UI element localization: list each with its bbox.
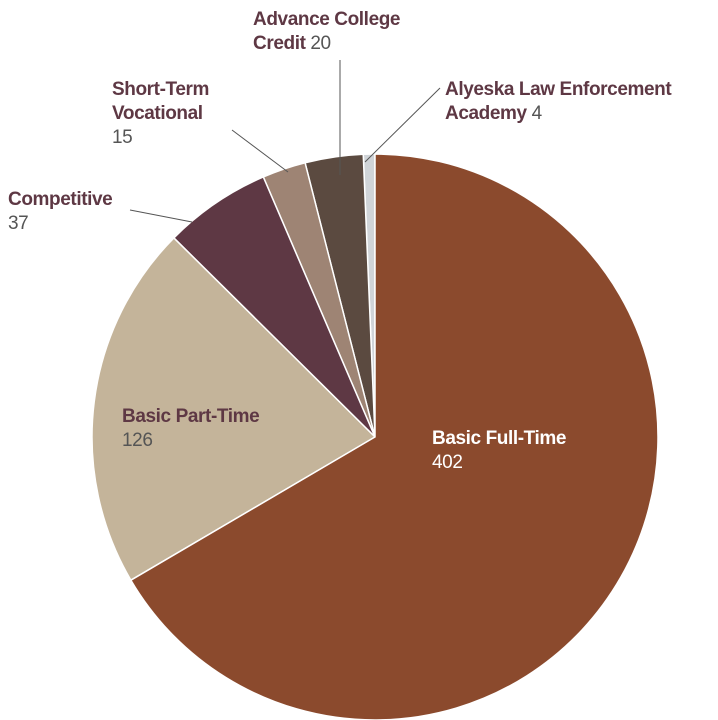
slice-label: Competitive 37: [8, 188, 168, 236]
slice-label: Short-Term Vocational 15: [112, 78, 232, 150]
leader-line: [231, 129, 289, 173]
category-name: Basic Part-Time: [122, 406, 260, 427]
leader-line: [129, 209, 193, 223]
leader-line: [364, 87, 441, 163]
slice-label: Basic Part-Time 126: [122, 405, 322, 453]
slice-label: Alyeska Law Enforcement Academy 4: [445, 78, 717, 126]
slice-label: Basic Full-Time 402: [432, 427, 632, 475]
value-label: 37: [8, 213, 29, 234]
value-label: 20: [310, 33, 331, 54]
value-label: 126: [122, 430, 153, 451]
value-label: 402: [432, 452, 463, 473]
value-label: 15: [112, 127, 133, 148]
value-label: 4: [531, 103, 543, 124]
leader-lines: [129, 60, 441, 223]
category-name: Alyeska Law Enforcement Academy: [445, 79, 672, 124]
slice-label: Advance College Credit 20: [253, 8, 443, 56]
category-name: Basic Full-Time: [432, 428, 567, 449]
pie-slice: [129, 153, 659, 720]
category-name: Advance College Credit: [253, 9, 401, 54]
category-name: Short-Term Vocational: [112, 79, 209, 124]
category-name: Competitive: [8, 189, 113, 210]
pie-slice: [91, 236, 377, 582]
